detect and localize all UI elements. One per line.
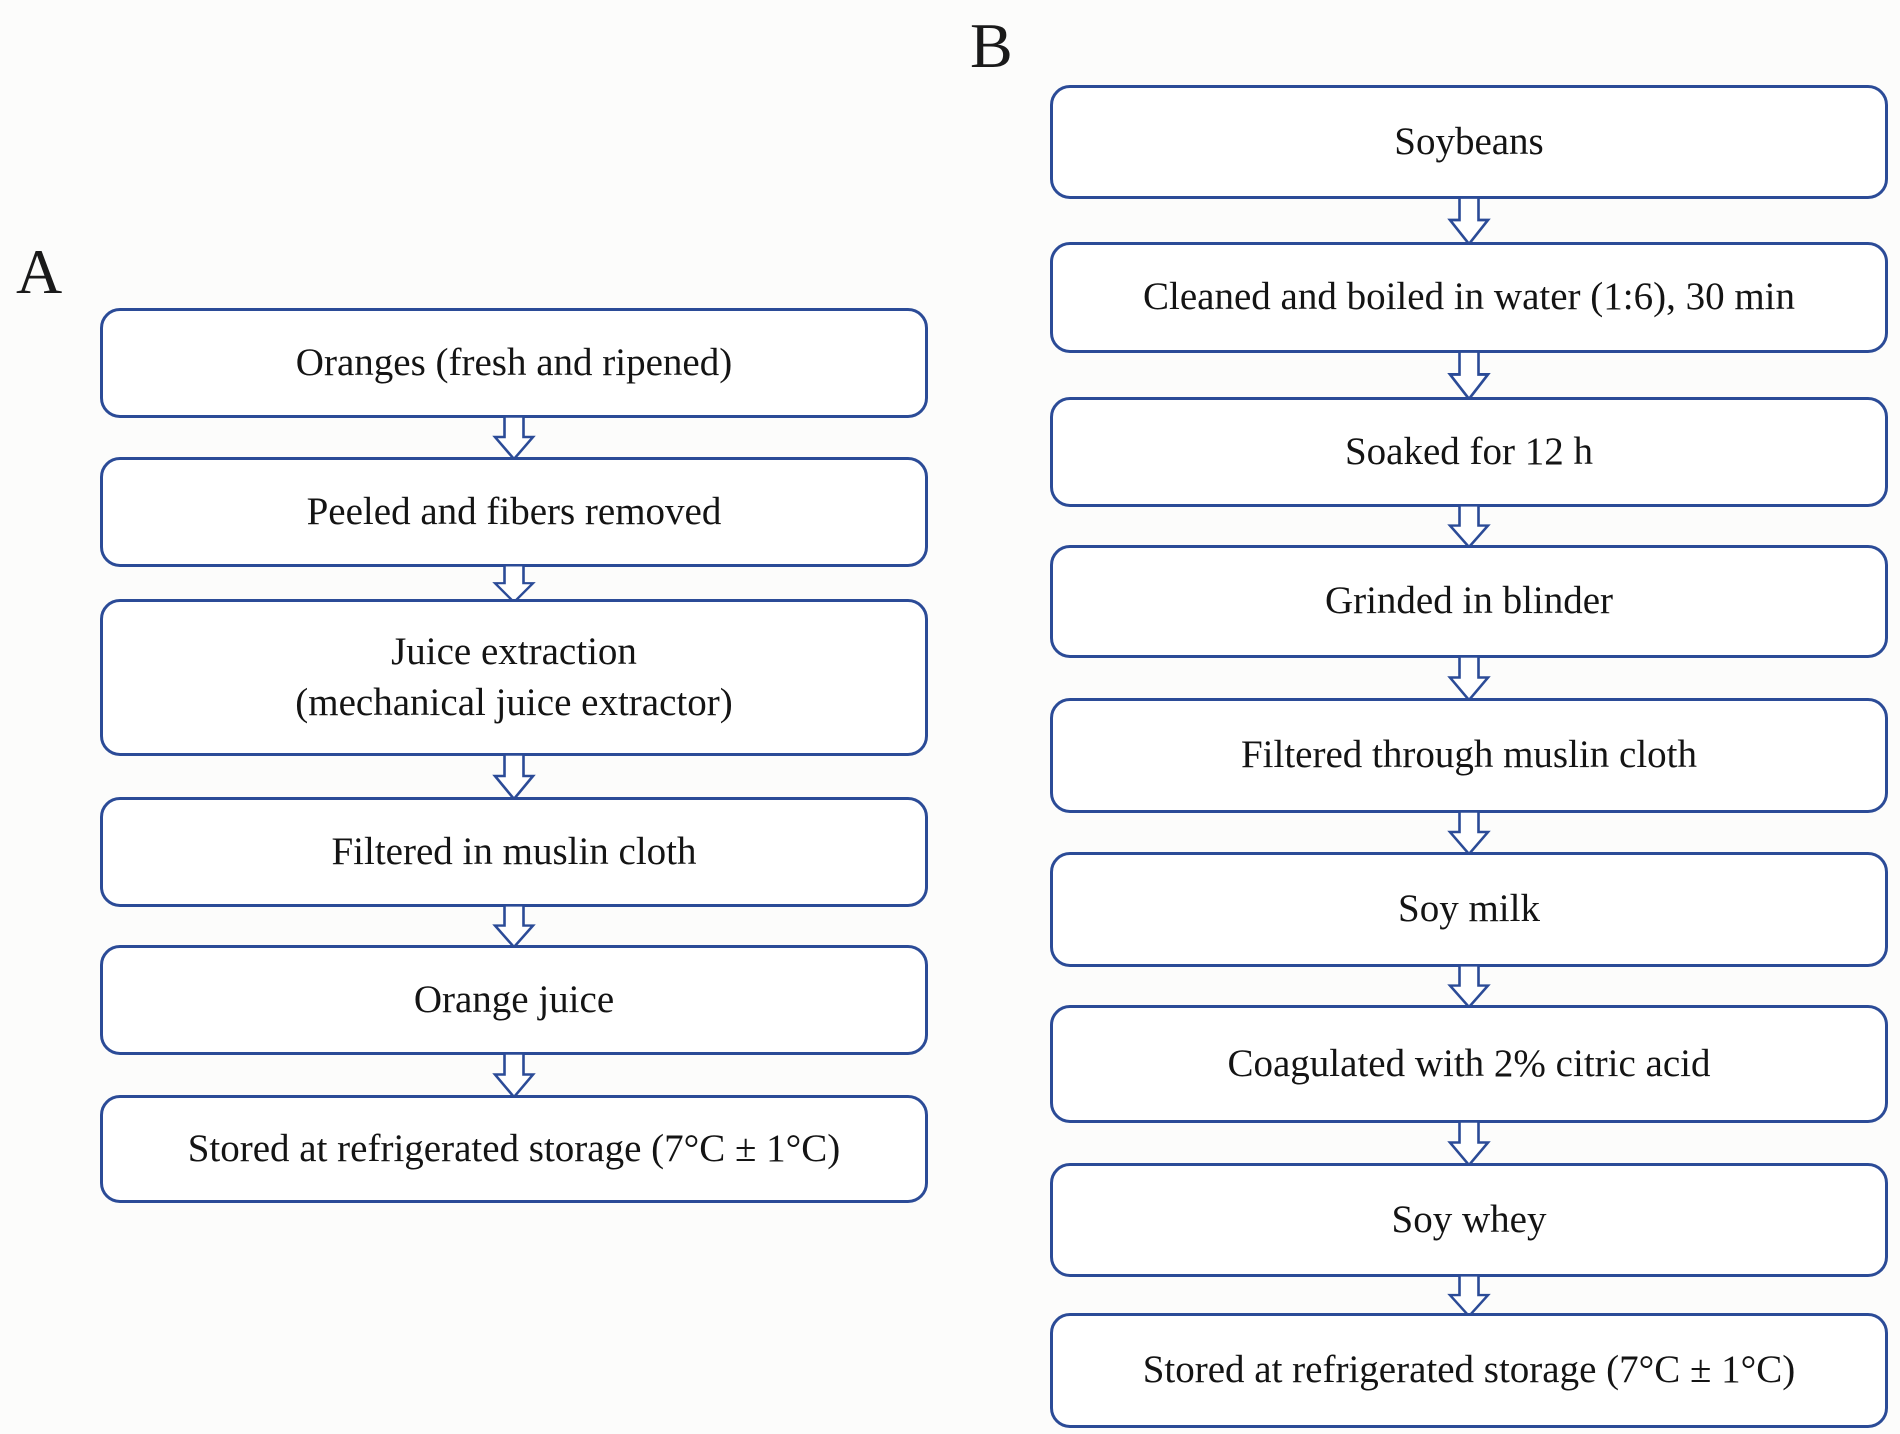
panel-b-step-4-box: Grinded in blinder bbox=[1050, 545, 1888, 658]
down-arrow-icon bbox=[491, 754, 537, 800]
down-arrow-icon bbox=[491, 416, 537, 460]
down-arrow-icon bbox=[491, 905, 537, 948]
step-text: Filtered through muslin cloth bbox=[1240, 733, 1698, 777]
down-arrow-icon bbox=[1446, 505, 1492, 548]
down-arrow-icon bbox=[1446, 811, 1492, 855]
panel-a-label: A bbox=[16, 236, 63, 307]
down-arrow-icon bbox=[1446, 351, 1492, 400]
down-arrow-icon bbox=[1446, 656, 1492, 701]
down-arrow-icon bbox=[1446, 1275, 1492, 1317]
panel-a-step-6-box: Stored at refrigerated storage (7°C ± 1°… bbox=[100, 1095, 928, 1203]
step-text: (mechanical juice extractor) bbox=[295, 680, 733, 724]
down-arrow-icon bbox=[1446, 1121, 1492, 1166]
step-text: Orange juice bbox=[413, 977, 615, 1021]
step-text: Soy milk bbox=[1398, 887, 1540, 931]
panel-a-step-4-box: Filtered in muslin cloth bbox=[100, 797, 928, 907]
panel-a-step-5-box: Orange juice bbox=[100, 945, 928, 1055]
panel-b-step-5-box: Filtered through muslin cloth bbox=[1050, 698, 1888, 813]
panel-a-step-3-box: Juice extraction (mechanical juice extra… bbox=[100, 599, 928, 756]
panel-b-step-9-box: Stored at refrigerated storage (7°C ± 1°… bbox=[1050, 1313, 1888, 1428]
panel-a-step-1-box: Oranges (fresh and ripened) bbox=[100, 308, 928, 418]
down-arrow-icon bbox=[491, 565, 537, 603]
step-text: Oranges (fresh and ripened) bbox=[295, 340, 733, 384]
step-text: Stored at refrigerated storage (7°C ± 1°… bbox=[1142, 1348, 1796, 1392]
step-text: Stored at refrigerated storage (7°C ± 1°… bbox=[187, 1126, 841, 1170]
down-arrow-icon bbox=[491, 1053, 537, 1098]
step-text: Juice extraction bbox=[391, 629, 637, 673]
step-text: Soybeans bbox=[1394, 119, 1544, 163]
step-text: Filtered in muslin cloth bbox=[331, 829, 697, 873]
panel-a-step-2-box: Peeled and fibers removed bbox=[100, 457, 928, 567]
panel-b-step-7-box: Coagulated with 2% citric acid bbox=[1050, 1005, 1888, 1123]
step-text: Soy whey bbox=[1391, 1197, 1547, 1241]
down-arrow-icon bbox=[1446, 965, 1492, 1008]
step-text: Coagulated with 2% citric acid bbox=[1227, 1041, 1711, 1085]
panel-b-step-3-box: Soaked for 12 h bbox=[1050, 397, 1888, 507]
panel-b-step-1-box: Soybeans bbox=[1050, 85, 1888, 199]
panel-b-step-2-box: Cleaned and boiled in water (1:6), 30 mi… bbox=[1050, 242, 1888, 353]
step-text: Grinded in blinder bbox=[1324, 579, 1614, 623]
panel-b-step-8-box: Soy whey bbox=[1050, 1163, 1888, 1277]
step-text: Soaked for 12 h bbox=[1344, 429, 1594, 473]
step-text: Peeled and fibers removed bbox=[306, 489, 722, 533]
panel-b-label: B bbox=[970, 10, 1013, 81]
step-text: Cleaned and boiled in water (1:6), 30 mi… bbox=[1143, 275, 1795, 319]
down-arrow-icon bbox=[1446, 197, 1492, 245]
panel-b-step-6-box: Soy milk bbox=[1050, 852, 1888, 967]
